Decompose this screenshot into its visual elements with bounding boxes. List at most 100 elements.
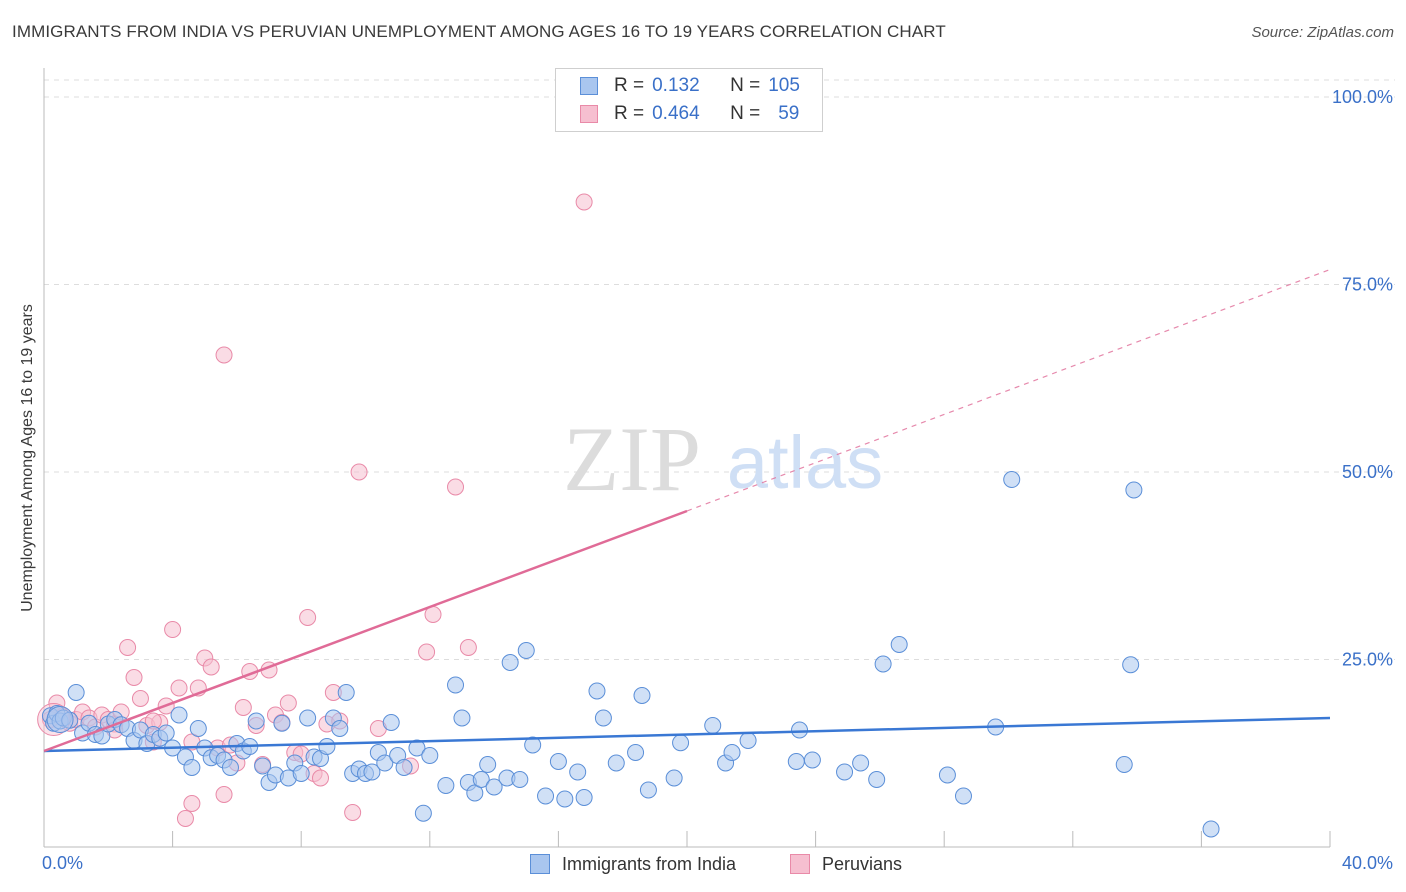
peru-point [350, 463, 368, 481]
india-point [511, 771, 529, 788]
peru-point [279, 694, 297, 712]
india-point [665, 769, 683, 787]
india-points [41, 471, 1220, 838]
india-point [1202, 820, 1220, 838]
watermark: ZIP atlas [563, 408, 883, 510]
india-point [723, 744, 741, 761]
peru-r-label: R = [614, 103, 645, 124]
peru-point [575, 193, 593, 211]
india-point [421, 747, 439, 764]
peru-point [215, 786, 233, 803]
bottom-india-swatch [530, 854, 550, 874]
india-point [672, 734, 690, 752]
india-point [938, 766, 956, 784]
peru-point [119, 639, 137, 656]
india-point [524, 736, 542, 754]
grid-lines [44, 79, 1395, 660]
bottom-peru-label: Peruvians [822, 853, 903, 874]
india-point [221, 759, 239, 776]
india-point [414, 804, 432, 822]
india-point [517, 642, 535, 659]
peru-r-value: 0.464 [652, 103, 700, 124]
india-point [556, 790, 574, 808]
legend-row-india: R = 0.132 N = 105 [580, 73, 800, 99]
trend-lines [43, 268, 1331, 753]
india-point [1115, 756, 1133, 773]
peru-n-label: N = [730, 103, 761, 124]
india-point [836, 763, 854, 781]
peru-point [299, 609, 317, 626]
y-tick-label: 25.0% [1342, 650, 1393, 670]
peru-point [344, 804, 362, 821]
india-point [639, 781, 657, 799]
peru-point [183, 795, 201, 812]
india-point [247, 712, 265, 730]
india-point [549, 753, 567, 770]
india-point [588, 682, 606, 700]
peru-point [202, 658, 220, 676]
india-trend-line [43, 716, 1331, 753]
india-point [382, 714, 400, 731]
y-axis-label: Unemployment Among Ages 16 to 19 years [19, 304, 36, 612]
india-point [376, 754, 394, 772]
india-point [292, 765, 310, 782]
peru-point [418, 643, 436, 661]
correlation-legend: R = 0.132 N = 105 R = 0.464 N = 59 [555, 68, 823, 132]
india-point [337, 684, 355, 701]
india-point [189, 720, 207, 737]
india-point [633, 687, 651, 704]
india-point [868, 771, 886, 788]
chart-title: IMMIGRANTS FROM INDIA VS PERUVIAN UNEMPL… [12, 22, 946, 41]
bottom-legend-india: Immigrants from India [530, 852, 736, 876]
bottom-india-label: Immigrants from India [562, 853, 737, 874]
peru-trend-extension [686, 268, 1331, 512]
india-point [170, 706, 188, 724]
bottom-peru-swatch [790, 854, 810, 874]
peru-point [164, 621, 182, 638]
india-point [453, 709, 471, 727]
india-point [954, 787, 972, 805]
india-point [395, 759, 413, 776]
peru-point [131, 690, 149, 707]
india-point [447, 676, 465, 694]
india-point [501, 654, 519, 671]
india-point [299, 709, 317, 727]
india-point [791, 721, 809, 739]
y-tick-label: 75.0% [1342, 275, 1393, 295]
bottom-legend-peru: Peruvians [790, 852, 902, 876]
peru-point [125, 669, 143, 686]
india-point [273, 714, 291, 732]
y-tick-label: 100.0% [1332, 87, 1393, 107]
tick-labels: 25.0% 50.0% 75.0% 100.0% 0.0% 40.0% [42, 87, 1393, 873]
india-point [485, 778, 503, 796]
india-r-label: R = [614, 75, 645, 96]
india-point [157, 724, 175, 742]
india-cluster-point [46, 706, 74, 733]
legend-row-peru: R = 0.464 N = 59 [580, 101, 799, 127]
peru-point [311, 769, 329, 787]
peru-point [234, 699, 252, 716]
india-point [594, 709, 612, 727]
india-point [852, 754, 870, 772]
india-point [1122, 656, 1140, 674]
india-point [607, 754, 625, 772]
india-n-label: N = [730, 75, 761, 96]
india-point [704, 717, 722, 734]
india-point [1003, 471, 1021, 488]
peru-point [176, 810, 194, 827]
india-point [254, 757, 272, 775]
x-tick-label-max: 40.0% [1342, 853, 1393, 873]
india-point [318, 738, 336, 755]
peru-point [215, 346, 233, 364]
india-swatch [580, 77, 598, 95]
india-point [874, 655, 892, 673]
india-point [575, 789, 593, 806]
india-n-value: 105 [768, 75, 800, 96]
source-label: Source: ZipAtlas.com [1251, 24, 1394, 41]
india-point [569, 763, 587, 781]
peru-point [170, 679, 188, 697]
india-point [331, 720, 349, 737]
peru-n-value: 59 [778, 103, 800, 124]
india-point [739, 732, 757, 749]
